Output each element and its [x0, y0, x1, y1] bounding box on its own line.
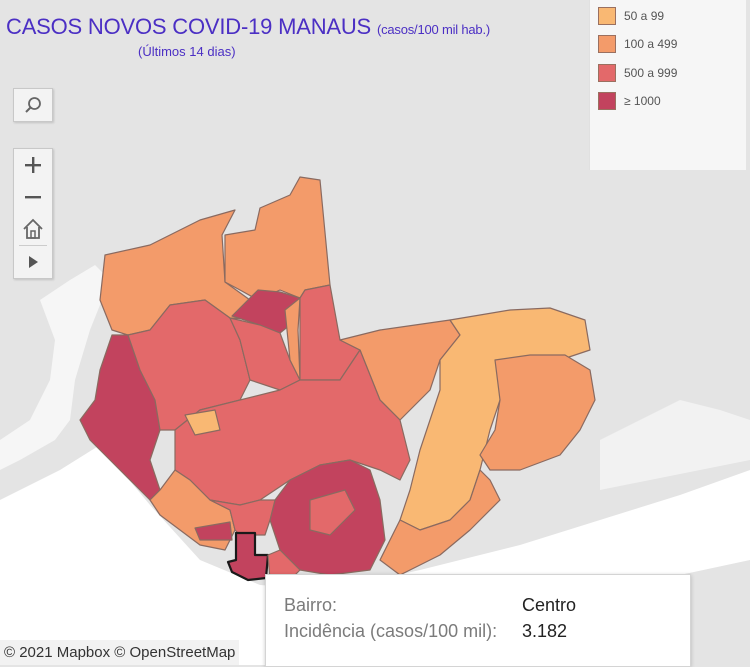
divider	[19, 245, 47, 246]
region-south-orange-inner[interactable]	[309, 489, 356, 536]
region-small-yellow[interactable]	[184, 409, 221, 436]
legend-item[interactable]: 500 a 999	[598, 64, 677, 82]
tooltip-key: Incidência (casos/100 mil):	[284, 621, 498, 641]
legend-label: 50 a 99	[624, 9, 665, 23]
legend-label: 100 a 499	[624, 37, 678, 51]
legend-label: 500 a 999	[624, 66, 678, 80]
plus-icon	[25, 157, 41, 173]
search-icon	[25, 97, 41, 113]
region-east-orange[interactable]	[479, 354, 596, 471]
region-central-2[interactable]	[284, 297, 301, 381]
search-control	[13, 88, 53, 122]
region-southeast[interactable]	[379, 469, 501, 576]
legend-item[interactable]: 100 a 499	[598, 35, 677, 53]
tooltip: Bairro: Centro Incidência (casos/100 mil…	[265, 574, 691, 667]
tooltip-value: Centro	[522, 595, 577, 615]
tooltip-row-bairro: Bairro: Centro	[284, 595, 576, 616]
tooltip-key: Bairro:	[284, 595, 338, 615]
region-centro-selected[interactable]	[226, 531, 270, 582]
legend-swatch	[598, 35, 616, 53]
map-attribution[interactable]: © 2021 Mapbox © OpenStreetMap	[0, 640, 240, 665]
river-lower	[600, 400, 750, 490]
page-subtitle: (Últimos 14 dias)	[138, 44, 236, 59]
title-text: CASOS NOVOS COVID-19 MANAUS	[6, 14, 372, 39]
legend-swatch	[598, 64, 616, 82]
minus-icon	[25, 196, 41, 199]
legend-label: ≥ 1000	[624, 94, 661, 108]
river-tributary	[0, 265, 110, 470]
region-west-central[interactable]	[127, 299, 251, 431]
home-icon	[23, 218, 43, 239]
legend-swatch	[598, 92, 616, 110]
region-southwest-medium[interactable]	[209, 499, 276, 536]
expand-toolbar-button[interactable]	[14, 246, 52, 278]
zoom-controls	[13, 148, 53, 279]
zoom-out-button[interactable]	[14, 181, 52, 213]
legend-item[interactable]: 50 a 99	[598, 7, 664, 25]
zoom-in-button[interactable]	[14, 149, 52, 181]
page-title: CASOS NOVOS COVID-19 MANAUS (casos/100 m…	[6, 14, 490, 40]
reset-view-button[interactable]	[14, 213, 52, 245]
tooltip-row-incidencia: Incidência (casos/100 mil): 3.182	[284, 621, 567, 642]
title-unit: (casos/100 mil hab.)	[376, 22, 490, 37]
legend-swatch	[598, 7, 616, 25]
tooltip-value: 3.182	[522, 621, 568, 641]
play-icon	[29, 256, 38, 268]
region-small-dark-sw[interactable]	[194, 521, 233, 541]
region-north[interactable]	[224, 176, 331, 301]
legend: 50 a 99 100 a 499 500 a 999 ≥ 1000	[589, 0, 746, 170]
legend-item[interactable]: ≥ 1000	[598, 92, 661, 110]
map-search-button[interactable]	[14, 89, 52, 121]
